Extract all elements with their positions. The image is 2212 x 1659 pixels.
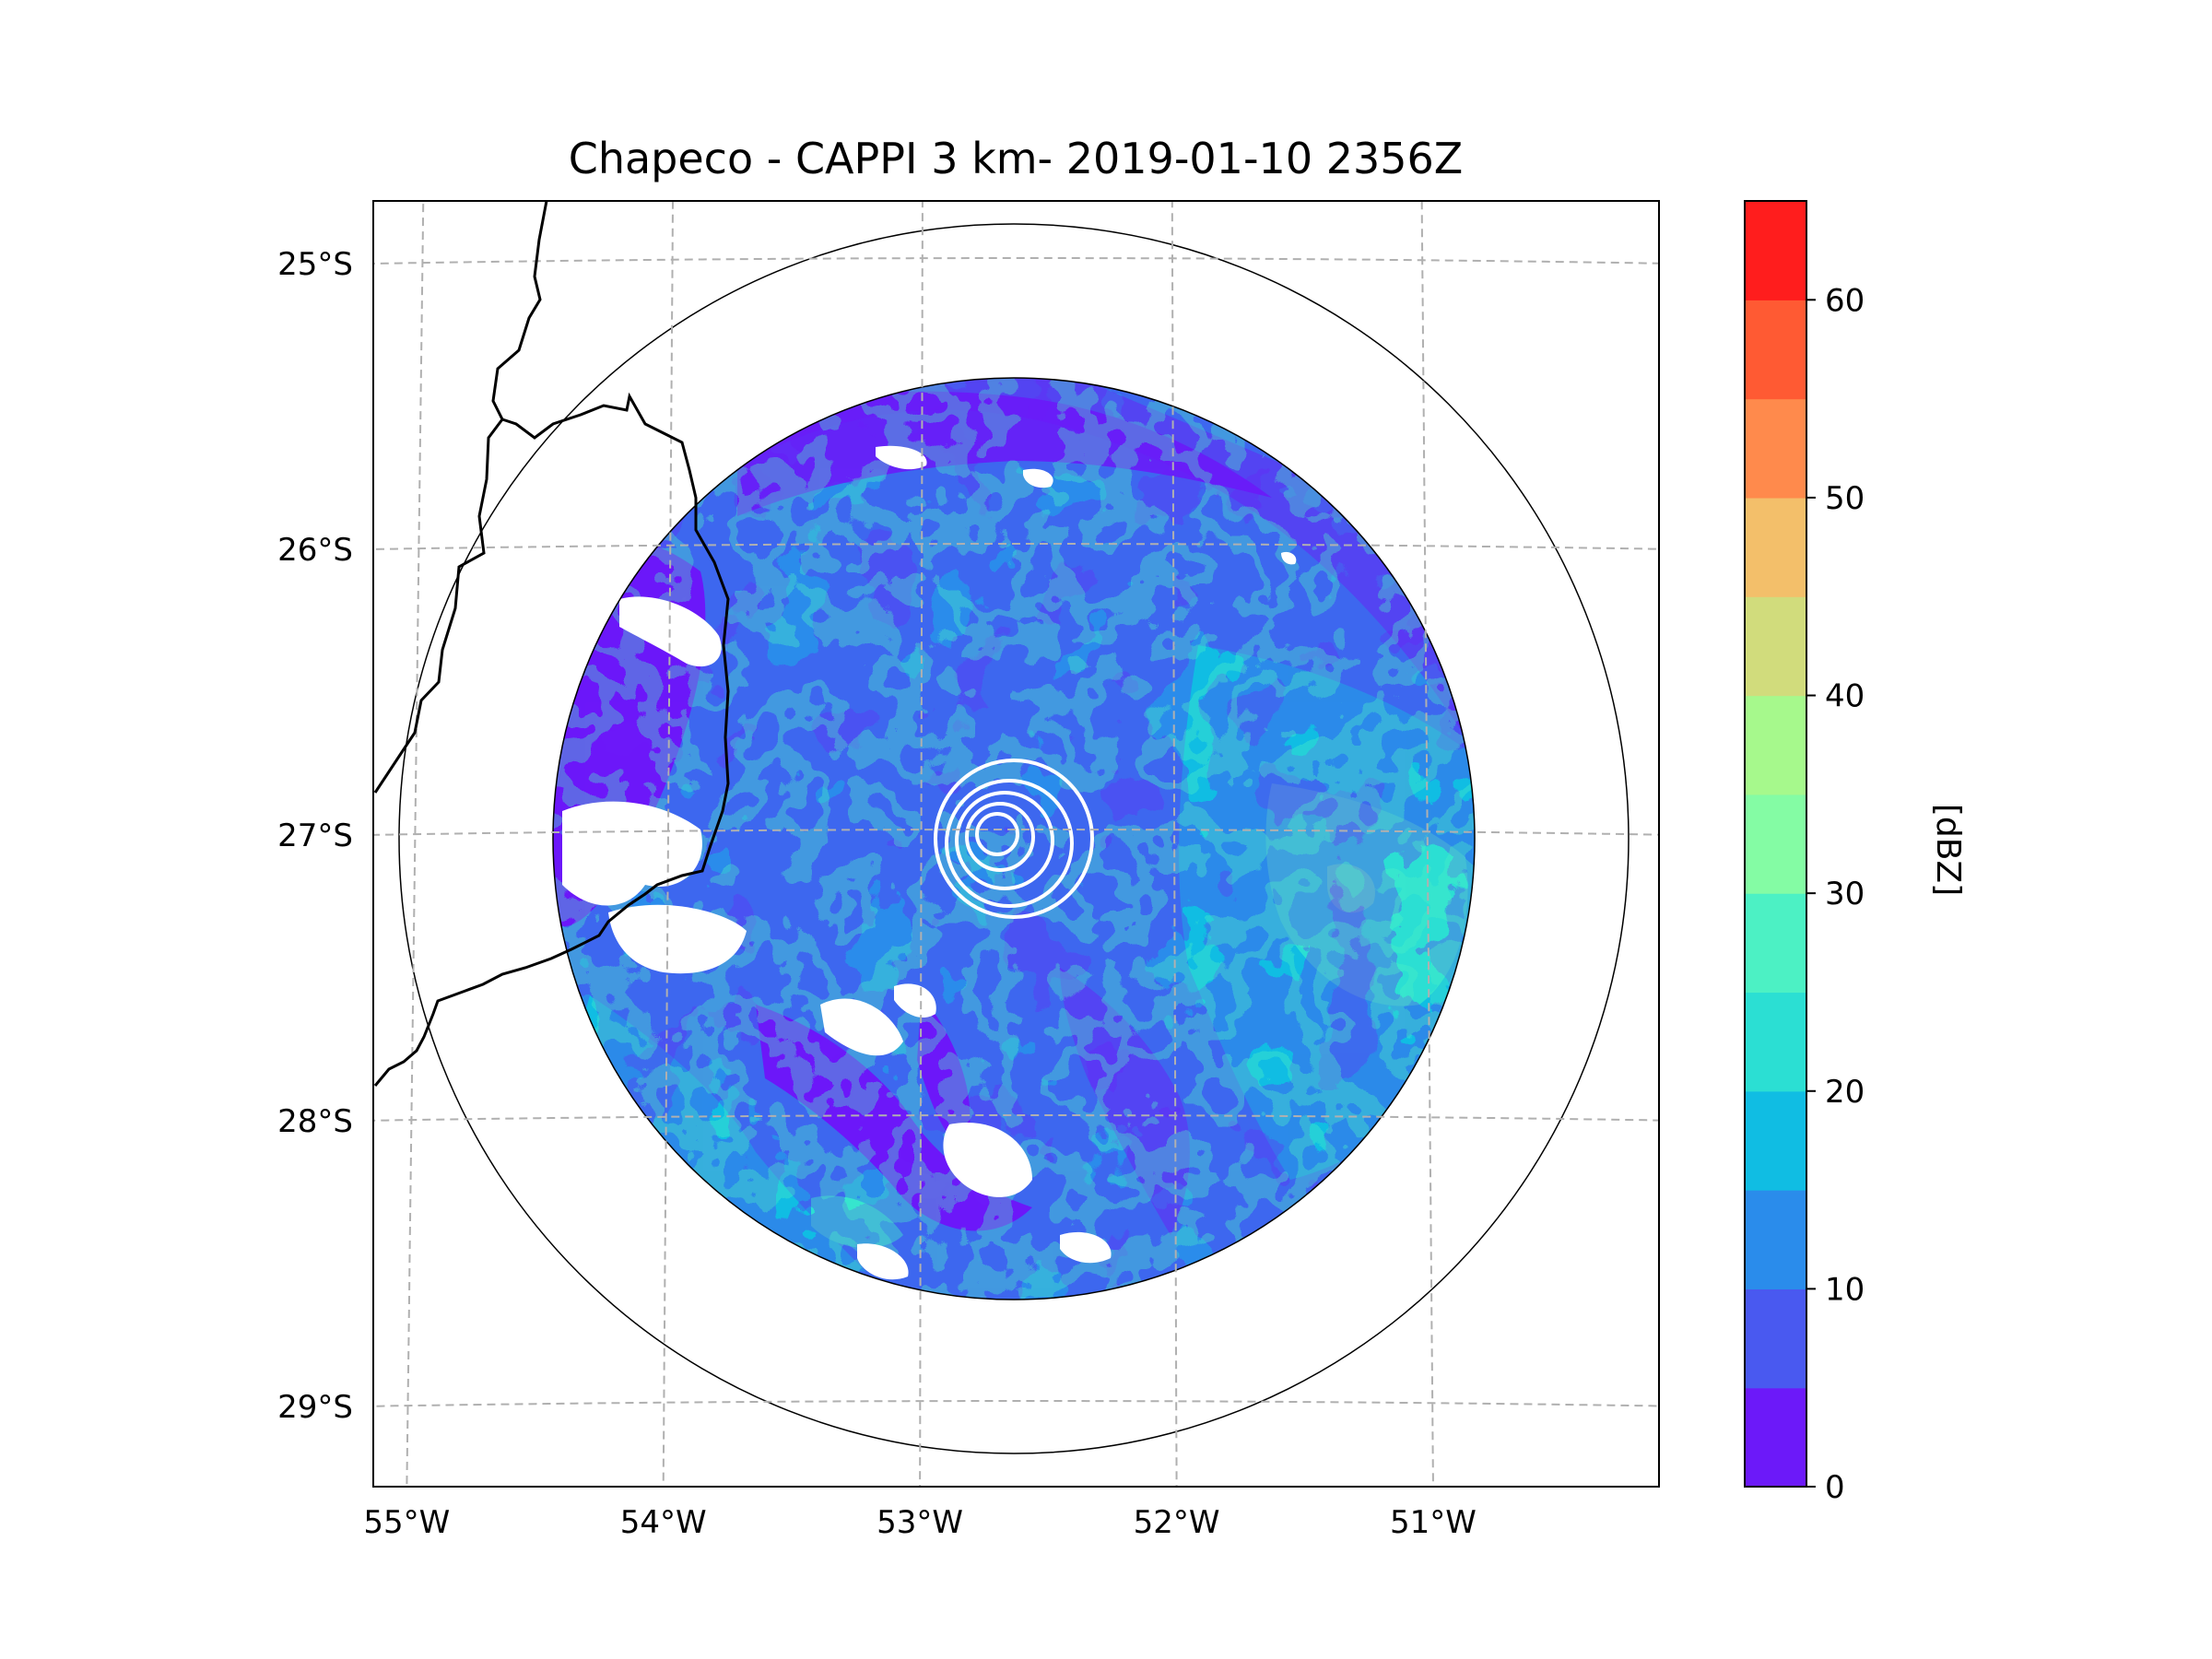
- colorbar-level: [1745, 1288, 1806, 1389]
- parallel-line: [373, 543, 1659, 550]
- latitude-tick-label: 27°S: [277, 818, 353, 854]
- latitude-tick-label: 26°S: [277, 532, 353, 569]
- colorbar-level: [1745, 1090, 1806, 1191]
- colorbar-tick-label: 0: [1825, 1469, 1845, 1506]
- longitude-tick-label: 52°W: [1134, 1504, 1220, 1541]
- colorbar-level: [1745, 1190, 1806, 1289]
- no-data-patch: [1060, 1231, 1112, 1264]
- radar-reflectivity-field: [553, 378, 1475, 1300]
- radar-site-ring: [975, 812, 1019, 856]
- colorbar: 0 10 20 30 40 50 60: [1744, 200, 1865, 1506]
- colorbar-level: [1745, 1387, 1806, 1488]
- radar-site-ring: [934, 759, 1094, 919]
- no-data-patch: [876, 445, 927, 470]
- longitude-tick-label: 55°W: [363, 1504, 450, 1541]
- no-data-patch: [943, 1123, 1032, 1197]
- meridian-line: [406, 201, 425, 1487]
- colorbar-level: [1745, 893, 1806, 994]
- no-data-patch: [820, 998, 903, 1056]
- colorbar-frame: [1744, 200, 1807, 1488]
- radar-range-outer: [398, 223, 1630, 1454]
- radar-site-ring: [945, 779, 1074, 908]
- border-line: [373, 392, 730, 1087]
- parallel-line: [373, 829, 1659, 836]
- meridian-line: [662, 201, 675, 1487]
- colorbar-label: [dBZ]: [1929, 804, 1967, 896]
- no-data-patch: [857, 1243, 909, 1280]
- radar-site-ring: [965, 802, 1035, 872]
- radar-range-inner: [552, 377, 1476, 1300]
- radar-site-ring: [955, 791, 1054, 890]
- colorbar-level: [1745, 398, 1806, 499]
- latitude-tick-labels: 25°S 26°S 27°S 28°S 29°S: [277, 246, 353, 1426]
- border-line: [373, 201, 548, 794]
- map-axes: [373, 201, 1659, 1487]
- colorbar-level: [1745, 497, 1806, 597]
- meridian-line: [1420, 201, 1434, 1487]
- colorbar-level: [1745, 300, 1806, 400]
- colorbar-tick-label: 30: [1825, 876, 1865, 912]
- figure-title: Chapeco - CAPPI 3 km- 2019-01-10 2356Z: [569, 134, 1464, 183]
- map-axes-frame: [372, 200, 1660, 1488]
- longitude-tick-label: 53°W: [877, 1504, 963, 1541]
- latitude-tick-label: 25°S: [277, 246, 353, 283]
- colorbar-tick-label: 10: [1825, 1271, 1865, 1308]
- radar-site-rings: [934, 759, 1094, 919]
- longitude-tick-labels: 55°W 54°W 53°W 52°W 51°W: [363, 1504, 1477, 1541]
- colorbar-tick-label: 20: [1825, 1074, 1865, 1111]
- colorbar-level: [1745, 695, 1806, 795]
- latitude-tick-label: 28°S: [277, 1103, 353, 1140]
- longitude-tick-label: 54°W: [620, 1504, 707, 1541]
- graticule: [373, 201, 1659, 1487]
- no-data-patch: [894, 983, 936, 1018]
- colorbar-tick-label: 50: [1825, 480, 1865, 517]
- colorbar-tick-label: 60: [1825, 282, 1865, 319]
- meridian-line: [1171, 201, 1178, 1487]
- colorbar-level: [1745, 992, 1806, 1092]
- colorbar-level: [1745, 201, 1806, 300]
- longitude-tick-label: 51°W: [1390, 1504, 1477, 1541]
- colorbar-level: [1745, 794, 1806, 894]
- political-borders: [373, 201, 730, 1087]
- colorbar-level: [1745, 596, 1806, 697]
- parallel-line: [373, 1114, 1659, 1122]
- parallel-line: [373, 1400, 1659, 1407]
- no-data-patch: [1281, 551, 1297, 565]
- meridian-line: [919, 201, 924, 1487]
- colorbar-tick-label: 40: [1825, 678, 1865, 715]
- latitude-tick-label: 29°S: [277, 1389, 353, 1426]
- no-data-patch: [608, 904, 747, 974]
- no-data-patch: [1023, 468, 1053, 488]
